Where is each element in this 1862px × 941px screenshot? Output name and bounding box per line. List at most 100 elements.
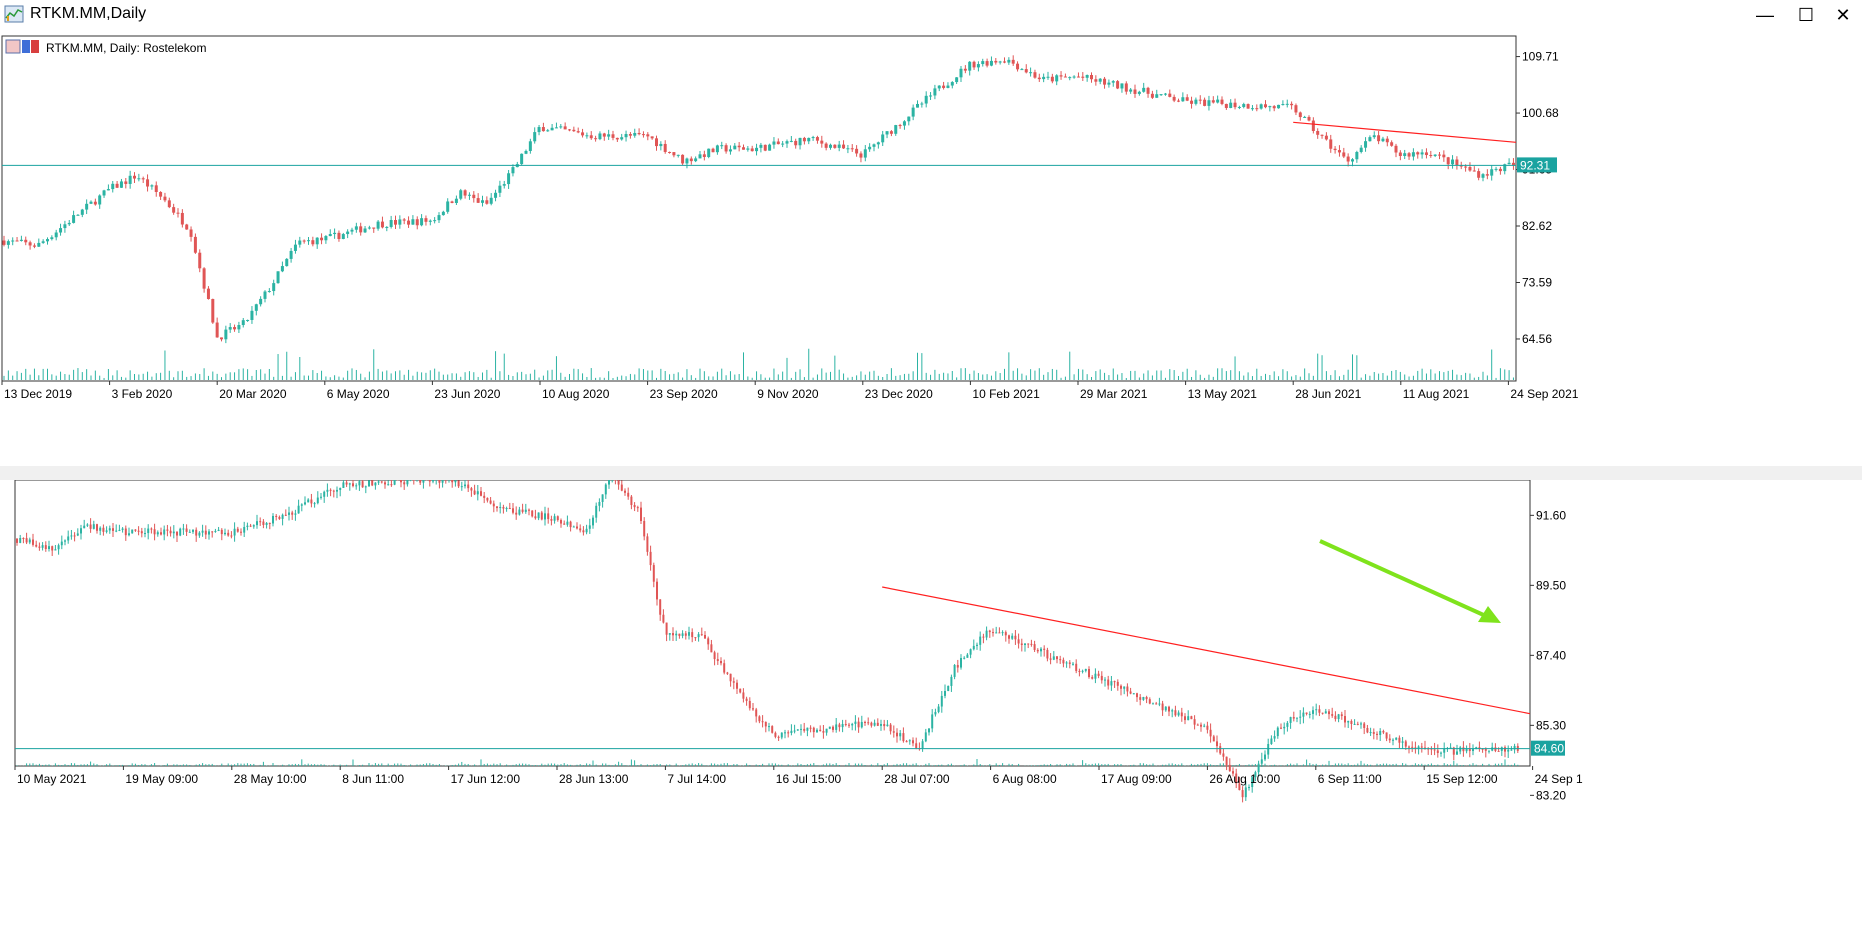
daily-candlestick-chart[interactable]: RTKM.MM, Daily: Rostelekom109.71100.6891… — [0, 34, 1862, 466]
candle-body — [1438, 154, 1441, 156]
candle-body — [59, 228, 63, 233]
candle-body — [953, 665, 956, 677]
candle-body — [774, 732, 777, 737]
candle-body — [1110, 681, 1113, 686]
candle-body — [206, 288, 210, 300]
y-tick-label: 91.60 — [1536, 508, 1566, 522]
current-price-label: 92.31 — [1520, 158, 1550, 172]
x-tick-label: 16 Jul 15:00 — [776, 772, 842, 786]
candle-body — [1150, 93, 1154, 98]
candle-body — [982, 636, 985, 638]
candle-body — [150, 185, 154, 187]
candle-body — [1126, 686, 1129, 692]
candle-body — [863, 149, 867, 158]
candle-body — [508, 508, 511, 510]
candle-body — [515, 512, 518, 515]
candle-body — [1011, 59, 1015, 64]
candle-body — [790, 730, 793, 734]
candle-body — [1507, 749, 1510, 752]
candle-body — [672, 633, 674, 636]
candle-body — [272, 515, 274, 524]
candle-body — [563, 126, 567, 130]
candle-body — [752, 708, 754, 710]
candle-body — [793, 730, 796, 732]
candle-body — [256, 521, 258, 526]
candle-body — [179, 528, 182, 536]
candle-body — [1504, 747, 1506, 752]
candle-body — [166, 529, 169, 531]
candle-body — [128, 533, 130, 536]
candle-body — [1344, 716, 1346, 723]
candle-body — [11, 240, 15, 242]
candle-body — [1046, 649, 1049, 659]
candle-body — [1324, 135, 1328, 140]
candle-body — [73, 535, 76, 537]
candle-body — [307, 499, 310, 503]
candle-body — [128, 175, 132, 184]
candle-body — [1449, 747, 1452, 749]
candle-body — [1337, 150, 1341, 153]
candle-body — [1308, 713, 1311, 715]
candle-body — [1364, 141, 1368, 148]
candle-body — [1446, 157, 1450, 165]
candle-body — [1055, 75, 1059, 82]
candle-body — [1207, 100, 1211, 106]
candle-body — [803, 728, 806, 731]
candle-body — [802, 137, 806, 142]
candle-body — [402, 219, 406, 221]
annotation-arrow-shaft[interactable] — [1319, 539, 1489, 619]
candle-body — [1100, 675, 1103, 681]
annotation-arrow-head[interactable] — [1478, 606, 1501, 623]
candle-body — [387, 484, 390, 486]
candle-body — [1294, 105, 1298, 113]
candle-body — [1155, 703, 1158, 705]
candle-body — [323, 491, 326, 497]
candle-body — [1299, 716, 1302, 718]
maximize-button[interactable]: ☐ — [1797, 5, 1815, 25]
close-button[interactable]: ✕ — [1835, 5, 1851, 25]
candle-body — [733, 145, 737, 150]
trendline[interactable] — [882, 586, 1531, 715]
candle-body — [372, 227, 376, 229]
trendline[interactable] — [1293, 121, 1517, 143]
candle-body — [96, 524, 98, 531]
minimize-button[interactable]: — — [1756, 5, 1774, 25]
candle-body — [285, 258, 289, 267]
candle-body — [761, 721, 764, 723]
candle-body — [419, 480, 422, 483]
indicator-blue-icon[interactable] — [22, 40, 30, 53]
candle-body — [141, 178, 145, 180]
candle-body — [512, 508, 514, 513]
candle-body — [659, 143, 663, 147]
candle-body — [361, 481, 364, 488]
candle-body — [93, 201, 97, 205]
x-tick-label: 15 Sep 12:00 — [1426, 772, 1498, 786]
candle-body — [628, 134, 632, 136]
candle-body — [19, 239, 23, 241]
candle-body — [489, 500, 492, 504]
candle-body — [1513, 745, 1516, 750]
candle-body — [1368, 137, 1372, 142]
candle-body — [227, 532, 230, 536]
candle-body — [566, 521, 569, 525]
object-list-icon[interactable] — [5, 39, 21, 54]
candle-body — [156, 532, 159, 535]
chart-pane-separator[interactable] — [0, 466, 1862, 480]
candle-body — [1267, 744, 1270, 755]
candle-body — [1123, 686, 1126, 689]
candle-body — [822, 731, 825, 733]
candle-body — [1398, 152, 1402, 157]
candle-body — [1050, 76, 1054, 82]
candle-body — [959, 68, 963, 78]
candle-body — [1320, 134, 1324, 136]
candle-body — [1455, 159, 1459, 166]
candle-body — [316, 497, 319, 504]
indicator-red-icon[interactable] — [31, 40, 39, 53]
hourly-candlestick-chart[interactable]: RTKM_p.MM, H1: Rostelekom_p93.7091.6089.… — [0, 480, 1862, 941]
candle-body — [947, 685, 950, 692]
candle-body — [267, 291, 271, 293]
candle-body — [137, 530, 140, 532]
candle-body — [1232, 771, 1234, 774]
candle-body — [1481, 748, 1484, 750]
candle-body — [390, 484, 393, 486]
